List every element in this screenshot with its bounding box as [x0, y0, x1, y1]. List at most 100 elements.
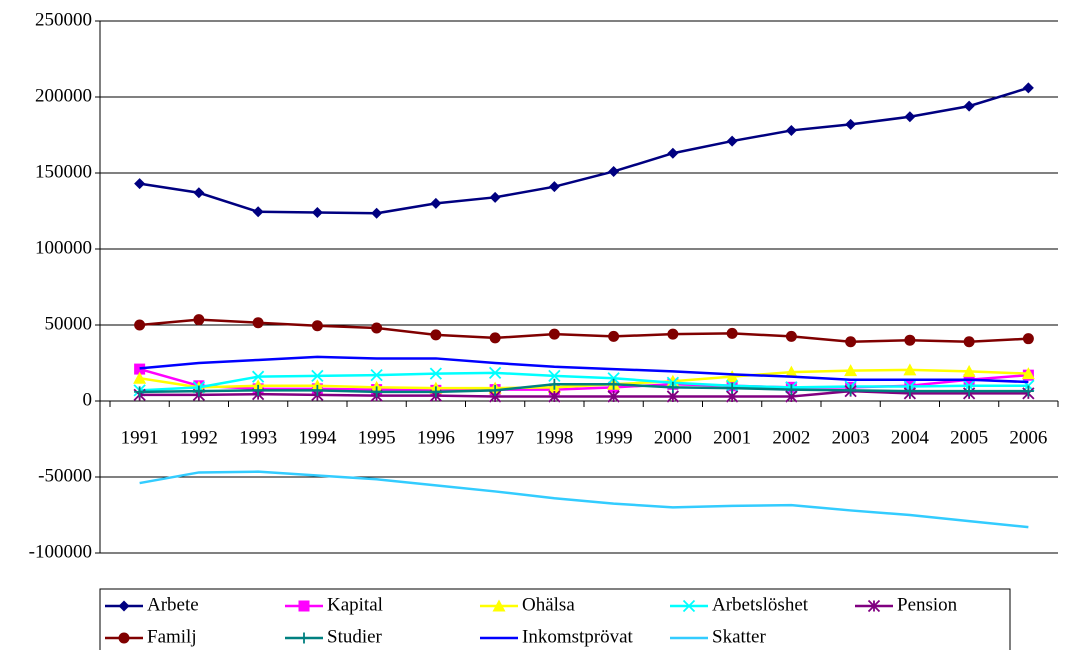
marker: [193, 187, 205, 199]
marker: [1022, 333, 1034, 345]
x-tick-label: 2003: [832, 427, 870, 448]
x-tick-label: 1994: [298, 427, 337, 448]
marker: [430, 386, 442, 398]
marker: [963, 385, 975, 397]
x-tick-label: 1991: [121, 427, 159, 448]
x-tick-label: 2001: [713, 427, 751, 448]
marker: [904, 385, 916, 397]
marker: [963, 100, 975, 112]
marker: [252, 206, 264, 218]
marker: [298, 632, 310, 644]
marker: [784, 365, 798, 378]
marker: [311, 320, 323, 332]
marker: [667, 381, 679, 393]
y-tick-label: 250000: [35, 9, 92, 30]
marker: [785, 384, 797, 396]
legend-label: Kapital: [327, 594, 383, 615]
marker: [489, 332, 501, 344]
x-tick-label: 2002: [772, 427, 810, 448]
legend-label: Inkomstprövat: [522, 626, 634, 647]
marker: [548, 378, 560, 390]
x-tick-label: 1998: [535, 427, 573, 448]
marker: [904, 111, 916, 123]
marker: [903, 363, 917, 376]
series-line: [139, 383, 1029, 394]
marker: [134, 386, 146, 398]
marker: [682, 599, 696, 613]
marker: [785, 124, 797, 136]
marker: [251, 370, 265, 383]
legend-label: Pension: [897, 594, 958, 615]
legend-label: Skatter: [712, 626, 766, 647]
marker: [844, 364, 858, 377]
y-tick-label: 200000: [35, 85, 92, 106]
x-tick-label: 2005: [950, 427, 988, 448]
series-line: [139, 389, 1029, 398]
marker: [489, 191, 501, 203]
legend: Arbete Kapital Ohälsa Arbetslöshet Pension Fa…: [99, 588, 1011, 650]
marker: [667, 328, 679, 340]
marker: [1022, 82, 1034, 94]
marker: [845, 118, 857, 130]
marker: [252, 317, 264, 329]
y-tick-label: -50000: [38, 465, 92, 486]
y-tick-label: 100000: [35, 237, 92, 258]
marker: [548, 328, 560, 340]
marker: [311, 384, 323, 396]
series-line: [139, 86, 1029, 215]
marker: [607, 372, 620, 385]
legend-label: Ohälsa: [522, 594, 575, 615]
marker: [489, 384, 501, 396]
legend-label: Arbete: [147, 594, 199, 615]
marker: [134, 178, 146, 190]
legend-label: Familj: [147, 626, 197, 647]
x-tick-label: 1997: [476, 427, 514, 448]
x-tick-label: 1993: [239, 427, 277, 448]
marker: [252, 384, 264, 396]
marker: [492, 599, 506, 612]
x-tick-label: 2004: [891, 427, 930, 448]
marker: [1022, 385, 1034, 397]
legend-label: Arbetslöshet: [712, 594, 809, 615]
x-tick-label: 2000: [654, 427, 692, 448]
x-tick-label: 1992: [180, 427, 218, 448]
marker: [430, 329, 442, 341]
marker: [134, 363, 146, 375]
marker: [1021, 367, 1035, 380]
marker: [845, 336, 857, 348]
y-tick-label: 150000: [35, 161, 92, 182]
marker: [845, 384, 857, 396]
marker: [193, 314, 205, 326]
marker: [548, 369, 561, 383]
marker: [608, 330, 620, 342]
marker: [118, 600, 130, 612]
x-tick-label: 1999: [595, 427, 633, 448]
marker: [371, 322, 383, 334]
marker: [667, 147, 679, 159]
y-tick-label: -100000: [29, 541, 92, 562]
y-tick-label: 50000: [45, 313, 93, 334]
series-line: [139, 368, 1029, 390]
marker: [488, 366, 502, 380]
marker: [548, 181, 560, 193]
marker: [298, 600, 310, 612]
series-line: [139, 371, 1029, 392]
marker: [311, 207, 323, 219]
legend-label: Studier: [327, 626, 383, 647]
marker: [118, 632, 130, 644]
marker: [311, 369, 324, 383]
marker: [193, 385, 205, 397]
marker: [785, 330, 797, 342]
marker: [725, 370, 739, 383]
marker: [371, 207, 383, 219]
marker: [429, 367, 443, 380]
series-line: [139, 470, 1029, 529]
marker: [726, 135, 738, 147]
marker: [608, 165, 620, 177]
series-line: [139, 355, 1029, 384]
marker: [371, 386, 383, 398]
series-line: [139, 318, 1029, 343]
marker: [963, 336, 975, 348]
x-tick-label: 2006: [1009, 427, 1047, 448]
x-tick-label: 1996: [417, 427, 455, 448]
